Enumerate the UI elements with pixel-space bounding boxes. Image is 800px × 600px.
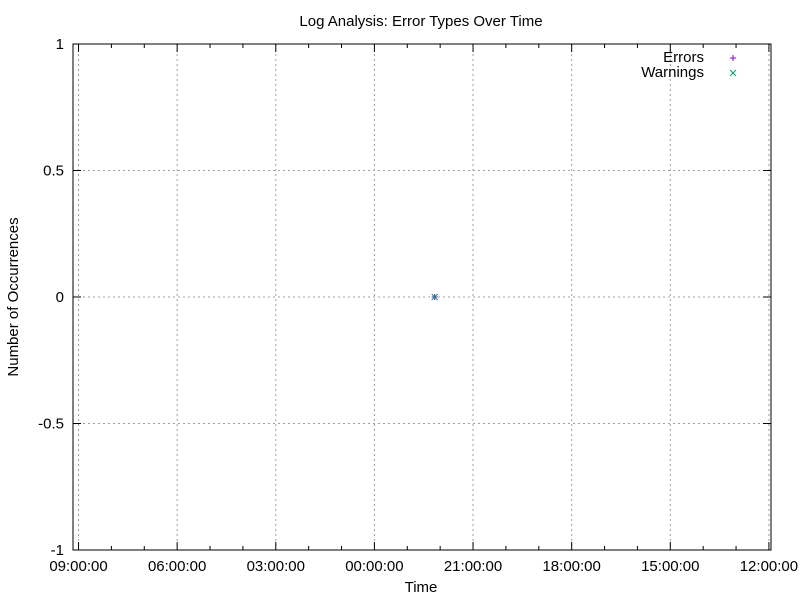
y-tick-label: 0 bbox=[56, 289, 64, 306]
ticks bbox=[73, 43, 771, 551]
x-tick-label: 09:00:00 bbox=[49, 558, 107, 575]
y-axis-label: Number of Occurrences bbox=[5, 217, 22, 376]
y-tick-label: 0.5 bbox=[43, 163, 64, 180]
y-tick-label: -1 bbox=[51, 542, 64, 559]
legend-marker bbox=[730, 55, 736, 61]
x-tick-label: 00:00:00 bbox=[345, 558, 403, 575]
x-tick-label: 06:00:00 bbox=[148, 558, 206, 575]
data-points bbox=[431, 293, 439, 301]
chart-title: Log Analysis: Error Types Over Time bbox=[299, 13, 542, 30]
x-tick-labels: 09:00:00 06:00:00 03:00:00 00:00:00 21:00:00… bbox=[49, 558, 798, 575]
grid bbox=[73, 44, 771, 550]
plot-frame bbox=[72, 43, 772, 551]
y-tick-label: -0.5 bbox=[38, 416, 64, 433]
x-axis-label: Time bbox=[405, 579, 438, 596]
x-tick-label: 15:00:00 bbox=[641, 558, 699, 575]
x-tick-label: 21:00:00 bbox=[444, 558, 502, 575]
x-tick-label: 18:00:00 bbox=[542, 558, 600, 575]
x-tick-label: 03:00:00 bbox=[247, 558, 305, 575]
y-tick-labels: 1 0.5 0 -0.5 -1 bbox=[38, 36, 64, 559]
legend-label: Warnings bbox=[641, 64, 704, 81]
y-tick-label: 1 bbox=[56, 36, 64, 53]
x-tick-label: 12:00:00 bbox=[740, 558, 798, 575]
legend-label: Errors bbox=[663, 49, 704, 66]
legend-marker bbox=[729, 69, 737, 77]
data-point-warnings bbox=[431, 293, 439, 301]
